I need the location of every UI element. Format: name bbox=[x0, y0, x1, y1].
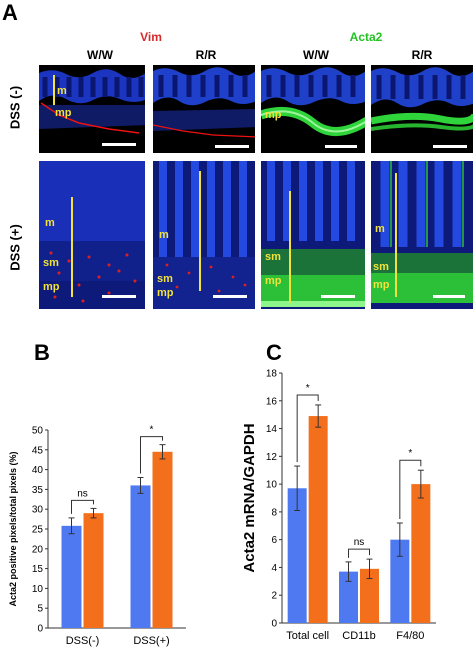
significance-bracket bbox=[348, 548, 370, 558]
tissue-label-mp: mp bbox=[43, 281, 60, 293]
significance-label: * bbox=[306, 383, 310, 394]
micrograph-dss-minus-ww-vim: m mp bbox=[38, 64, 146, 154]
row-label-dss-minus: DSS (-) bbox=[7, 85, 23, 130]
tissue-label-mp: mp bbox=[55, 107, 72, 119]
category-label: DSS(-) bbox=[66, 635, 100, 647]
category-label: CD11b bbox=[342, 630, 375, 642]
category-label: Total cell bbox=[286, 630, 329, 642]
y-tick-label: 8 bbox=[271, 507, 277, 518]
y-tick-label: 4 bbox=[271, 563, 277, 574]
category-label: F4/80 bbox=[396, 630, 424, 642]
stain-label-acta2: Acta2 bbox=[349, 30, 383, 44]
micrograph-dss-plus-rr-vim: m sm mp bbox=[152, 160, 256, 310]
significance-label: ns bbox=[77, 488, 88, 499]
tissue-label-sm: sm bbox=[265, 251, 281, 263]
bar bbox=[152, 451, 173, 628]
y-tick-label: 10 bbox=[32, 584, 44, 595]
y-tick-label: 12 bbox=[266, 452, 278, 463]
significance-label: * bbox=[150, 425, 154, 436]
y-tick-label: 40 bbox=[32, 465, 44, 476]
y-axis-label: Acta2 mRNA/GAPDH bbox=[241, 423, 258, 572]
y-tick-label: 15 bbox=[32, 564, 44, 575]
y-tick-label: 14 bbox=[266, 424, 278, 435]
y-tick-label: 45 bbox=[32, 445, 44, 456]
column-header-rr-vim: R/R bbox=[195, 48, 217, 62]
significance-bracket bbox=[399, 459, 422, 519]
y-tick-label: 50 bbox=[32, 426, 44, 437]
column-header-ww-acta2: W/W bbox=[303, 48, 329, 62]
bar bbox=[130, 485, 151, 628]
tissue-label-sm: sm bbox=[157, 273, 173, 285]
y-tick-label: 25 bbox=[32, 525, 44, 536]
micrograph-dss-minus-ww-acta2: mp bbox=[260, 64, 366, 154]
y-tick-label: 2 bbox=[271, 591, 277, 602]
tissue-label-mp: mp bbox=[265, 275, 282, 287]
significance-bracket bbox=[140, 436, 163, 474]
tissue-label-mp: mp bbox=[157, 287, 174, 299]
y-tick-label: 30 bbox=[32, 505, 44, 516]
panel-a-letter: A bbox=[2, 0, 18, 25]
micrograph-dss-plus-ww-acta2: sm mp bbox=[260, 160, 366, 310]
y-tick-label: 16 bbox=[266, 396, 278, 407]
tissue-label-mp: mp bbox=[373, 279, 390, 291]
y-tick-label: 6 bbox=[271, 535, 277, 546]
y-tick-label: 5 bbox=[37, 604, 43, 615]
significance-bracket bbox=[71, 499, 94, 514]
y-tick-label: 35 bbox=[32, 485, 44, 496]
panel-b-letter: B bbox=[34, 340, 50, 365]
category-label: DSS(+) bbox=[133, 635, 169, 647]
significance-label: * bbox=[408, 448, 412, 459]
tissue-label-m: m bbox=[375, 223, 385, 235]
chart-c: 0 2 4 6 8 10 12 14 16 18 Acta2 mRNA/GAPDH Total cel… bbox=[241, 369, 436, 642]
tissue-label-sm: sm bbox=[43, 257, 59, 269]
y-tick-label: 0 bbox=[37, 624, 43, 635]
significance-bracket bbox=[296, 394, 319, 463]
chart-b: 0 5 10 15 20 25 30 35 40 45 50 Acta2 positive pixel… bbox=[8, 425, 186, 647]
micrograph-dss-plus-ww-vim: m sm mp bbox=[38, 160, 146, 310]
tissue-label-mp: mp bbox=[265, 109, 282, 121]
significance-label: ns bbox=[354, 537, 365, 548]
panel-c-letter: C bbox=[266, 340, 282, 365]
micrograph-dss-minus-rr-vim bbox=[152, 64, 256, 154]
bar bbox=[83, 513, 104, 628]
y-tick-label: 20 bbox=[32, 544, 44, 555]
y-tick-label: 0 bbox=[271, 619, 277, 630]
column-header-ww-vim: W/W bbox=[87, 48, 113, 62]
y-tick-label: 10 bbox=[266, 480, 278, 491]
tissue-label-m: m bbox=[159, 229, 169, 241]
micrograph-dss-minus-rr-acta2 bbox=[370, 64, 474, 154]
tissue-label-sm: sm bbox=[373, 261, 389, 273]
y-axis-label: Acta2 positive pixels/total pixels (%) bbox=[8, 451, 18, 606]
stain-label-vim: Vim bbox=[140, 30, 162, 44]
tissue-label-m: m bbox=[57, 85, 67, 97]
micrograph-dss-plus-rr-acta2: m sm mp bbox=[370, 160, 474, 310]
bar bbox=[61, 525, 82, 628]
row-label-dss-plus: DSS (+) bbox=[7, 224, 23, 271]
bar bbox=[390, 539, 410, 623]
y-tick-label: 18 bbox=[266, 369, 278, 380]
bar bbox=[308, 416, 328, 623]
bar bbox=[287, 488, 307, 623]
bar bbox=[411, 484, 431, 623]
column-header-rr-acta2: R/R bbox=[411, 48, 433, 62]
bar bbox=[339, 571, 358, 623]
bar bbox=[360, 568, 379, 623]
tissue-label-m: m bbox=[45, 217, 55, 229]
